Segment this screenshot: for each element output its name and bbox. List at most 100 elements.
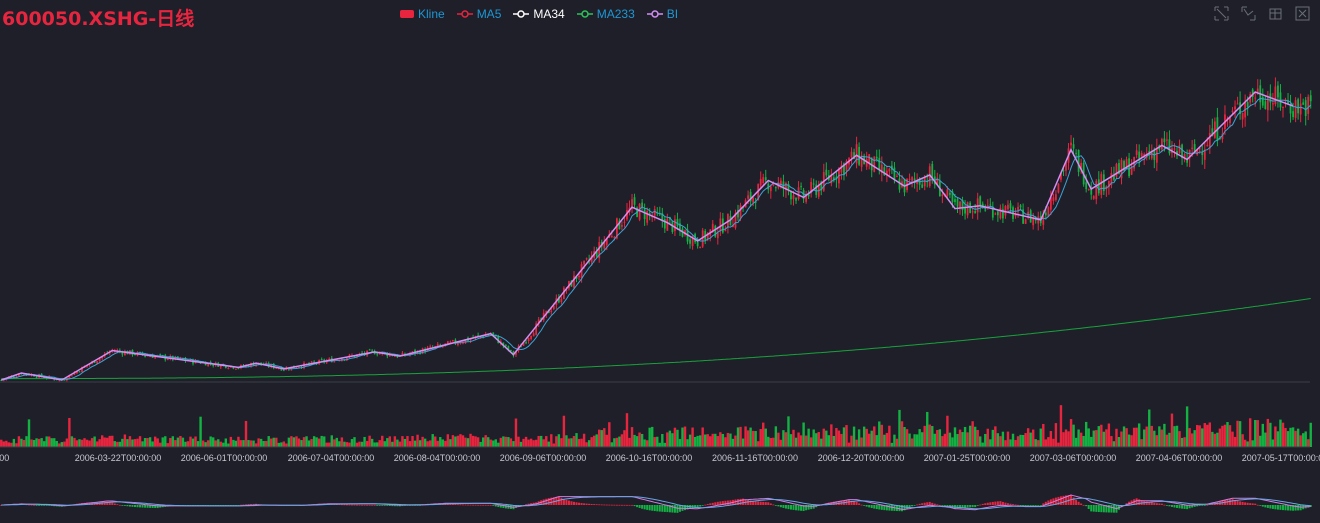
candles [0, 77, 1312, 382]
restore-icon[interactable] [1268, 6, 1283, 21]
volume-bar [111, 435, 114, 447]
volume-bar [913, 434, 916, 447]
volume-bar [1289, 427, 1292, 447]
volume-bar [1021, 435, 1025, 447]
volume-bar [317, 438, 321, 447]
macd-bar [353, 504, 356, 506]
macd-bar [686, 505, 689, 510]
volume-bar [487, 437, 490, 447]
legend-item-kline[interactable]: Kline [400, 7, 445, 21]
volume-bar [131, 439, 134, 447]
chart-title: 600050.XSHG-日线 [2, 8, 195, 30]
volume-bar [363, 436, 366, 447]
candle-body [1102, 174, 1105, 192]
volume-bar [1042, 423, 1045, 447]
volume-bar [804, 435, 808, 447]
macd-bar [948, 505, 951, 507]
macd-bar [888, 505, 891, 511]
macd-bar [726, 500, 729, 505]
volume-bar [888, 425, 891, 447]
bi-line [1, 91, 1294, 381]
macd-bar [636, 505, 639, 508]
candle-body [492, 332, 495, 335]
candle-body [739, 205, 742, 219]
macd-bar [1297, 505, 1300, 511]
candle-body [585, 258, 588, 260]
volume-bar [1183, 437, 1186, 447]
volume-bar [575, 433, 578, 447]
volume-bar [572, 436, 576, 447]
macd-bar [832, 501, 835, 505]
legend-item-ma233[interactable]: MA233 [576, 7, 635, 21]
candle-body [237, 368, 240, 370]
volume-bar [580, 438, 583, 447]
volume-bar [620, 434, 624, 447]
candle-body [1128, 158, 1130, 177]
x-tick-label: 2007-03-06T00:00:00 [1030, 453, 1117, 463]
volume-bar [285, 443, 288, 447]
macd-bar [1274, 505, 1277, 510]
macd-bar [401, 505, 404, 507]
candle-body [154, 356, 157, 359]
candle-body [1009, 203, 1012, 209]
zoom-reset-icon[interactable] [1241, 6, 1256, 21]
volume-bar [751, 430, 755, 447]
macd-bar [797, 505, 800, 511]
zoom-icon[interactable] [1214, 6, 1229, 21]
volume-bar [615, 437, 619, 447]
volume-bar [1057, 442, 1060, 447]
candle-body [1070, 142, 1072, 146]
legend-item-bi[interactable]: BI [646, 7, 678, 21]
volume-bar [42, 441, 46, 447]
legend-item-ma5[interactable]: MA5 [456, 7, 501, 21]
candle-body [1140, 153, 1143, 157]
macd-bar [875, 505, 878, 510]
candle-body [512, 351, 515, 356]
legend-item-ma34[interactable]: MA34 [513, 7, 565, 21]
volume-bar [890, 442, 894, 447]
macd-bar [1259, 505, 1262, 506]
volume-bar [920, 432, 924, 447]
macd-bar [651, 505, 654, 511]
candle-body [1166, 139, 1168, 141]
macd-bar [1173, 505, 1176, 508]
macd-bar [48, 505, 51, 506]
candle-body [959, 201, 961, 209]
volume-bar [184, 441, 187, 447]
candle-body [671, 221, 674, 232]
candle-body [610, 235, 613, 237]
volume-bar [340, 437, 344, 447]
macd-dif-line [1, 494, 1311, 511]
volume-bar [270, 438, 273, 447]
candle-body [1017, 206, 1019, 212]
candle-body [573, 275, 575, 288]
candle-body [15, 376, 18, 378]
volume-bar [27, 419, 31, 447]
candle-body [878, 157, 881, 170]
candle-body [785, 183, 787, 190]
macd-bar [1287, 505, 1290, 511]
volume-bar [613, 438, 616, 447]
macd-bar [1080, 503, 1083, 505]
volume-bar [297, 438, 301, 447]
macd-bar [139, 505, 142, 508]
volume-bar [976, 429, 979, 447]
candle-body [1004, 206, 1007, 216]
volume-bar [1054, 423, 1058, 447]
volume-bar [608, 422, 611, 447]
candle-body [595, 251, 598, 257]
candle-body [320, 359, 323, 361]
volume-bar [1309, 422, 1312, 447]
volume-bar [817, 432, 820, 447]
candle-body [989, 204, 992, 206]
candle-body [1090, 189, 1093, 195]
macd-bar [461, 504, 464, 506]
volume-bar [509, 438, 513, 447]
candle-body [964, 206, 966, 214]
macd-bar [113, 503, 116, 505]
volume-bar [1269, 422, 1272, 447]
volume-bar [100, 435, 104, 447]
save-image-icon[interactable] [1295, 6, 1310, 21]
macd-bar [1148, 502, 1151, 505]
macd-bar [1266, 505, 1269, 508]
